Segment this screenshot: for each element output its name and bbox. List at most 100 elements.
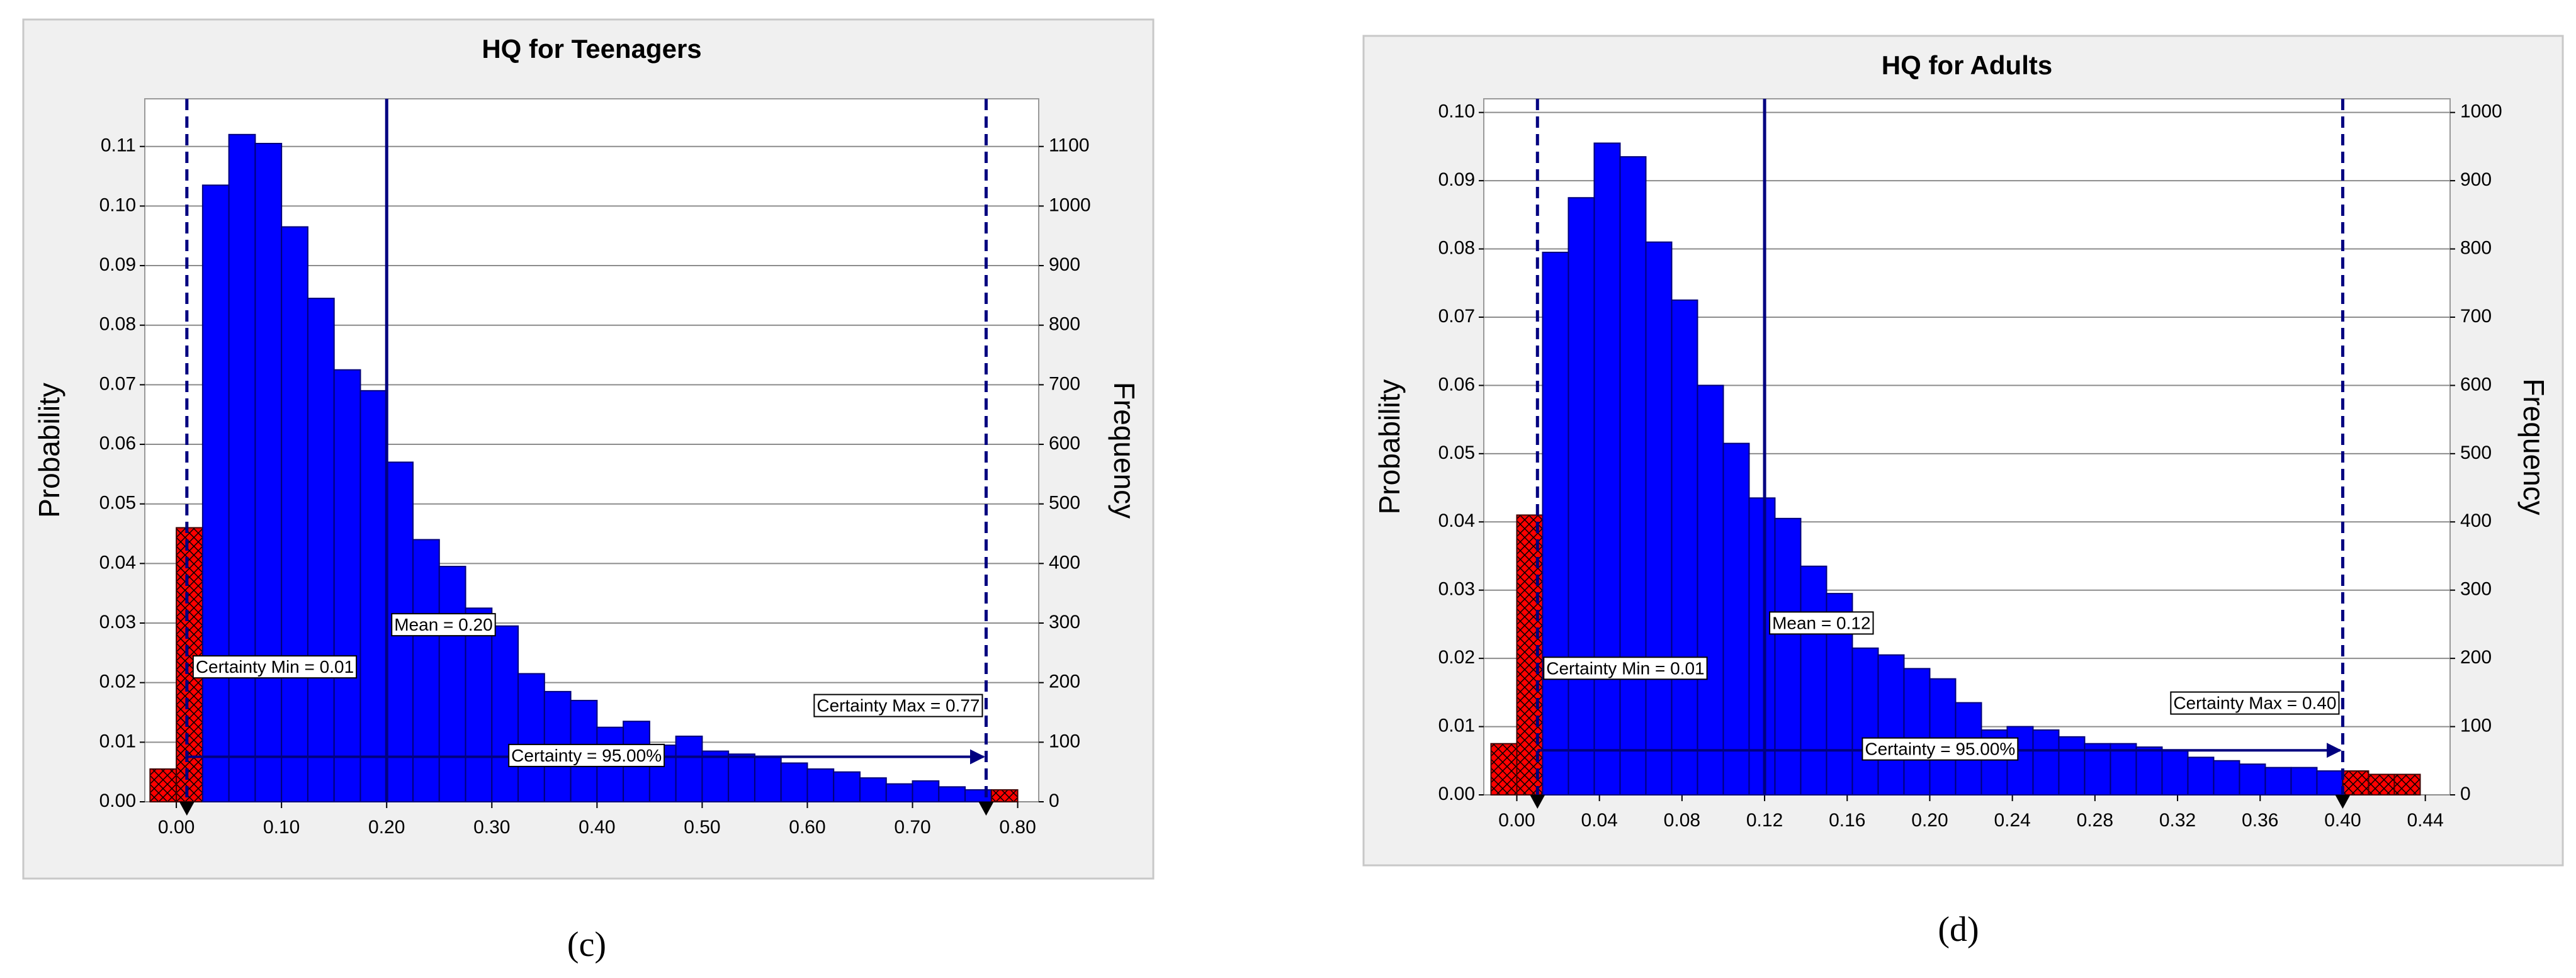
x-tick-label: 0.04	[1581, 810, 1617, 831]
annotation-label: Certainty = 95.00%	[511, 746, 662, 765]
chart-panel: HQ for Teenagers 0.00 0.01 0.02 0.03 0.04 0.05…	[22, 18, 1155, 964]
x-tick-label: 0.00	[1498, 810, 1535, 831]
x-tick-label: 0.80	[999, 817, 1036, 838]
range-marker	[2335, 795, 2351, 809]
y2-tick-label: 1000	[2460, 101, 2502, 122]
histogram-bar	[780, 762, 808, 802]
range-marker	[1530, 795, 1545, 809]
histogram-bar	[412, 539, 440, 802]
range-marker	[179, 802, 195, 816]
y-tick-label: 0.05	[1438, 442, 1475, 463]
y-tick-label: 0.00	[99, 790, 136, 811]
histogram-bar	[1593, 142, 1621, 796]
y-tick-label: 0.06	[99, 433, 136, 454]
x-tick-label: 0.12	[1746, 810, 1783, 831]
y-tick-label: 0.06	[1438, 374, 1475, 395]
y-tick-label: 0.09	[1438, 169, 1475, 190]
annotation-label: Certainty Max = 0.40	[2173, 694, 2336, 713]
histogram-bar	[754, 756, 782, 803]
histogram-bar	[1877, 654, 1905, 796]
histogram-bar	[885, 783, 913, 802]
histogram-bar	[491, 625, 519, 802]
x-tick-label: 0.10	[263, 817, 300, 838]
y2-tick-label: 1100	[1049, 135, 1090, 156]
histogram-bar	[701, 750, 730, 802]
annotation-label: Certainty = 95.00%	[1865, 739, 2015, 759]
x-tick-label: 0.30	[473, 817, 510, 838]
chart-title: HQ for Adults	[1882, 50, 2052, 80]
x-tick-label: 0.40	[2324, 810, 2361, 831]
histogram-bar	[2161, 750, 2189, 796]
y2-tick-label: 500	[2460, 442, 2492, 463]
x-tick-label: 0.08	[1664, 810, 1700, 831]
histogram-bar	[333, 369, 361, 802]
y-tick-label: 0.07	[99, 373, 136, 394]
histogram-bar	[2342, 770, 2370, 796]
panel-label: (c)	[567, 925, 606, 964]
y-tick-label: 0.09	[99, 254, 136, 275]
histogram-bar	[2264, 767, 2292, 795]
y-tick-label: 0.04	[1438, 510, 1475, 531]
histogram-bar	[1490, 743, 1518, 796]
y2-tick-label: 500	[1049, 493, 1080, 514]
x-tick-label: 0.32	[2159, 810, 2196, 831]
y-tick-label: 0.01	[1438, 715, 1475, 736]
histogram-bar	[938, 786, 966, 802]
histogram-bar	[1748, 497, 1776, 796]
histogram-bar	[990, 789, 1019, 802]
histogram-bar	[359, 390, 388, 802]
y-tick-label: 0.02	[99, 672, 136, 692]
histogram-bar	[2239, 763, 2266, 796]
histogram-bar	[1645, 241, 1673, 795]
y2-tick-label: 400	[1049, 552, 1080, 573]
y-tick-label: 0.05	[99, 493, 136, 514]
y2-tick-label: 100	[1049, 731, 1080, 751]
y2-tick-label: 700	[2460, 306, 2492, 327]
histogram-bar	[1800, 565, 1827, 795]
x-tick-label: 0.40	[579, 817, 615, 838]
annotation-label: Mean = 0.12	[1772, 613, 1870, 632]
annotation-box	[391, 613, 496, 637]
x-tick-label: 0.20	[368, 817, 405, 838]
histogram-bar	[254, 142, 283, 803]
histogram-bar	[806, 768, 835, 802]
y2-axis-label: Frequency	[2517, 378, 2550, 515]
annotation-box	[1769, 611, 1874, 635]
y-tick-label: 0.08	[1438, 237, 1475, 258]
y2-tick-label: 900	[1049, 254, 1080, 275]
x-tick-label: 0.60	[789, 817, 825, 838]
histogram-bar	[2213, 760, 2240, 795]
annotation-box	[2170, 691, 2340, 715]
y2-tick-label: 400	[2460, 510, 2492, 531]
x-tick-label: 0.28	[2077, 810, 2113, 831]
histogram-bar	[149, 768, 178, 802]
x-tick-label: 0.00	[158, 817, 195, 838]
annotation-box	[813, 694, 983, 717]
y-tick-label: 0.03	[99, 612, 136, 632]
chart-panel: HQ for Adults 0.00 0.01 0.02 0.03 0.04 0.05 0.0…	[1362, 35, 2564, 949]
y2-tick-label: 200	[1049, 672, 1080, 692]
histogram-bar	[307, 298, 335, 803]
annotation-box	[508, 743, 665, 767]
x-tick-label: 0.44	[2407, 810, 2443, 831]
histogram-bar	[2393, 773, 2421, 795]
annotation-box	[192, 655, 358, 679]
y-tick-label: 0.03	[1438, 579, 1475, 600]
histogram-bar	[281, 226, 308, 802]
histogram-bar	[2058, 736, 2086, 796]
x-tick-label: 0.16	[1829, 810, 1865, 831]
histogram-bar	[728, 753, 755, 803]
histogram-bar	[833, 771, 861, 802]
y2-tick-label: 200	[2460, 647, 2492, 668]
histogram-bar	[1774, 517, 1802, 796]
annotation-label: Certainty Max = 0.77	[816, 696, 980, 716]
x-tick-label: 0.36	[2242, 810, 2278, 831]
histogram-bar	[1542, 251, 1569, 795]
y-tick-label: 0.08	[99, 314, 136, 335]
histogram-bar	[1568, 197, 1595, 796]
y-tick-label: 0.11	[101, 135, 136, 156]
y-tick-label: 0.00	[1438, 784, 1475, 804]
y-tick-label: 0.10	[1438, 101, 1475, 122]
